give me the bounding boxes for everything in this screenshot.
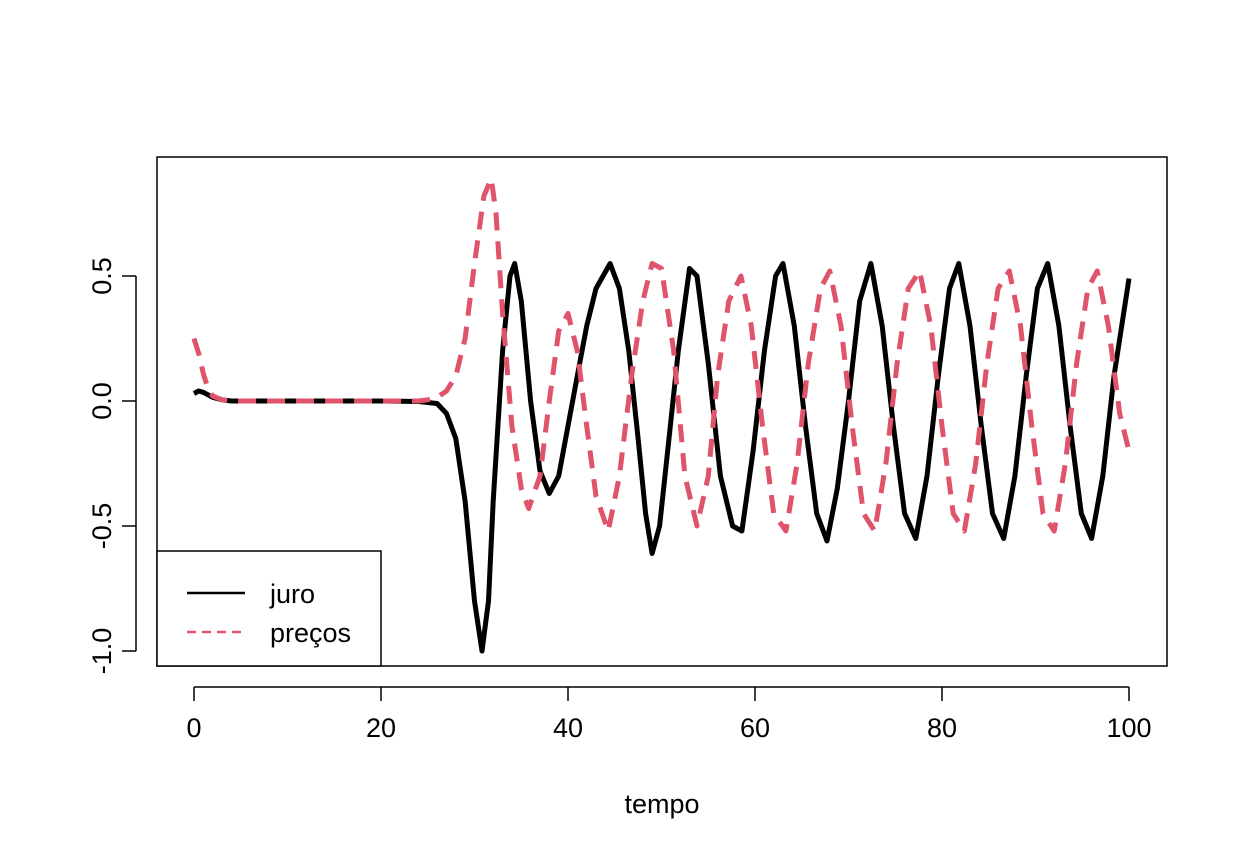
legend: juro preços [156, 550, 382, 667]
legend-box [156, 550, 382, 667]
y-tick-label: 0.5 [87, 257, 117, 295]
series-line-precos [191, 176, 1132, 534]
x-tick-label: 80 [927, 713, 957, 743]
x-axis: 0 20 40 60 80 100 [186, 686, 1152, 743]
x-tick-label: 0 [186, 713, 201, 743]
x-tick-label: 20 [366, 713, 396, 743]
series-layer [191, 176, 1132, 654]
x-tick-label: 100 [1106, 713, 1151, 743]
x-tick-label: 40 [553, 713, 583, 743]
y-tick-label: -1.0 [87, 628, 117, 675]
series-line-juro [192, 261, 1132, 654]
y-tick-label: -0.5 [87, 503, 117, 550]
plot-frame [156, 156, 1168, 667]
y-tick-label: 0.0 [87, 382, 117, 420]
y-axis: -1.0 -0.5 0.0 0.5 [87, 257, 137, 675]
legend-label-juro: juro [269, 579, 315, 609]
x-axis-title: tempo [624, 789, 699, 819]
legend-label-precos: preços [270, 618, 351, 648]
x-tick-label: 60 [740, 713, 770, 743]
